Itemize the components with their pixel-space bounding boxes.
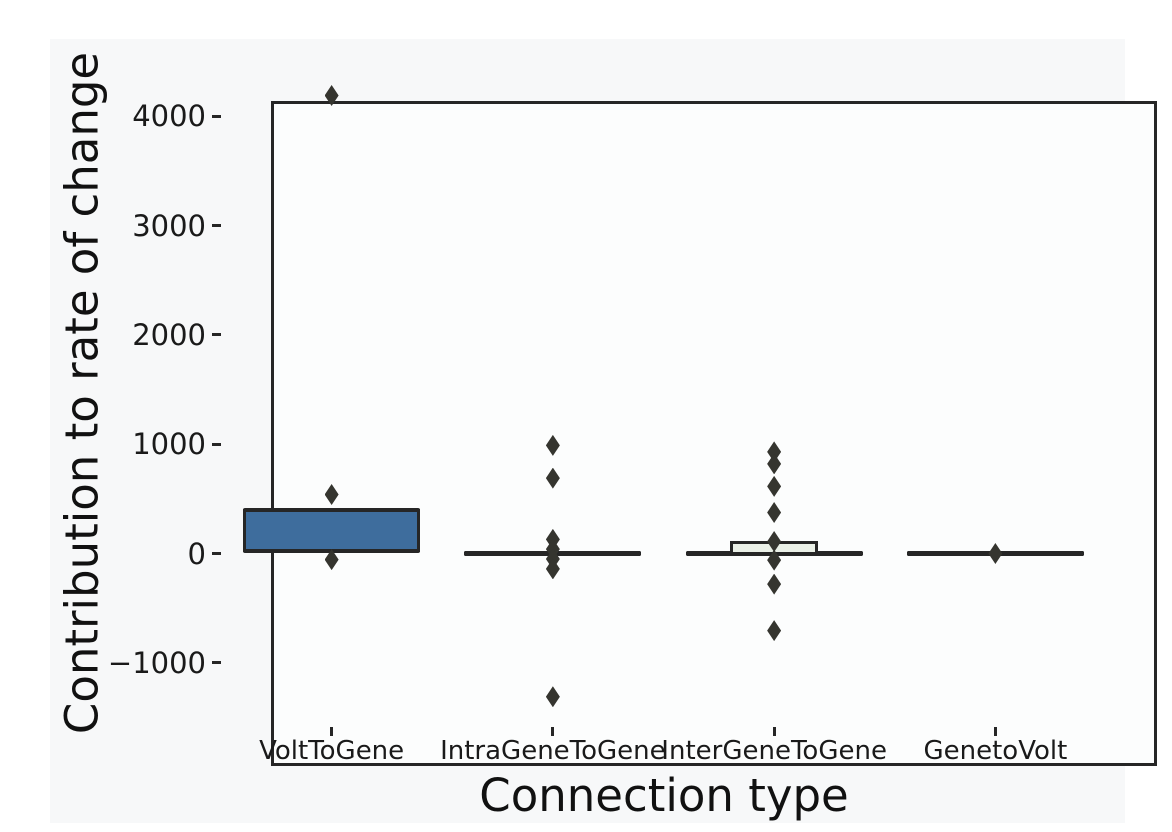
outlier-diamond — [324, 549, 339, 571]
outlier-diamond — [324, 484, 339, 506]
y-tick-mark — [212, 442, 221, 446]
outlier-diamond — [545, 686, 560, 708]
outlier-diamond — [545, 467, 560, 489]
y-axis-title: Contribution to rate of change — [55, 51, 109, 735]
y-tick-label: 4000 — [132, 99, 206, 134]
y-tick-label: 2000 — [132, 317, 206, 352]
y-tick-mark — [212, 333, 221, 337]
x-tick-mark — [993, 727, 997, 736]
x-tick-label: IntraGeneToGene — [440, 736, 666, 766]
x-axis-title: Connection type — [479, 769, 849, 822]
outlier-diamond — [767, 475, 782, 497]
outlier-diamond — [545, 558, 560, 580]
x-tick-mark — [330, 727, 334, 736]
y-tick-label: 0 — [187, 536, 206, 571]
outlier-diamond — [767, 531, 782, 553]
y-tick-label: 3000 — [132, 208, 206, 243]
outlier-diamond — [324, 85, 339, 107]
x-tick-mark — [551, 727, 555, 736]
outlier-diamond — [767, 620, 782, 642]
figure-canvas — [50, 39, 1157, 823]
outlier-diamond — [545, 434, 560, 456]
y-tick-mark — [212, 661, 221, 665]
x-tick-label: InterGeneToGene — [661, 736, 887, 766]
plot-area — [271, 101, 1157, 766]
outlier-diamond — [767, 453, 782, 475]
box — [243, 508, 421, 553]
outlier-diamond — [767, 549, 782, 571]
outlier-diamond — [767, 502, 782, 524]
x-tick-label: VoltToGene — [259, 736, 405, 766]
y-tick-mark — [212, 114, 221, 118]
outlier-diamond — [767, 573, 782, 595]
y-tick-label: −1000 — [107, 645, 206, 680]
y-tick-label: 1000 — [132, 427, 206, 462]
outlier-diamond — [988, 543, 1003, 565]
x-tick-mark — [772, 727, 776, 736]
y-tick-mark — [212, 224, 221, 228]
outlier-diamond — [767, 441, 782, 463]
y-tick-mark — [212, 552, 221, 556]
x-tick-label: GenetoVolt — [923, 736, 1068, 766]
